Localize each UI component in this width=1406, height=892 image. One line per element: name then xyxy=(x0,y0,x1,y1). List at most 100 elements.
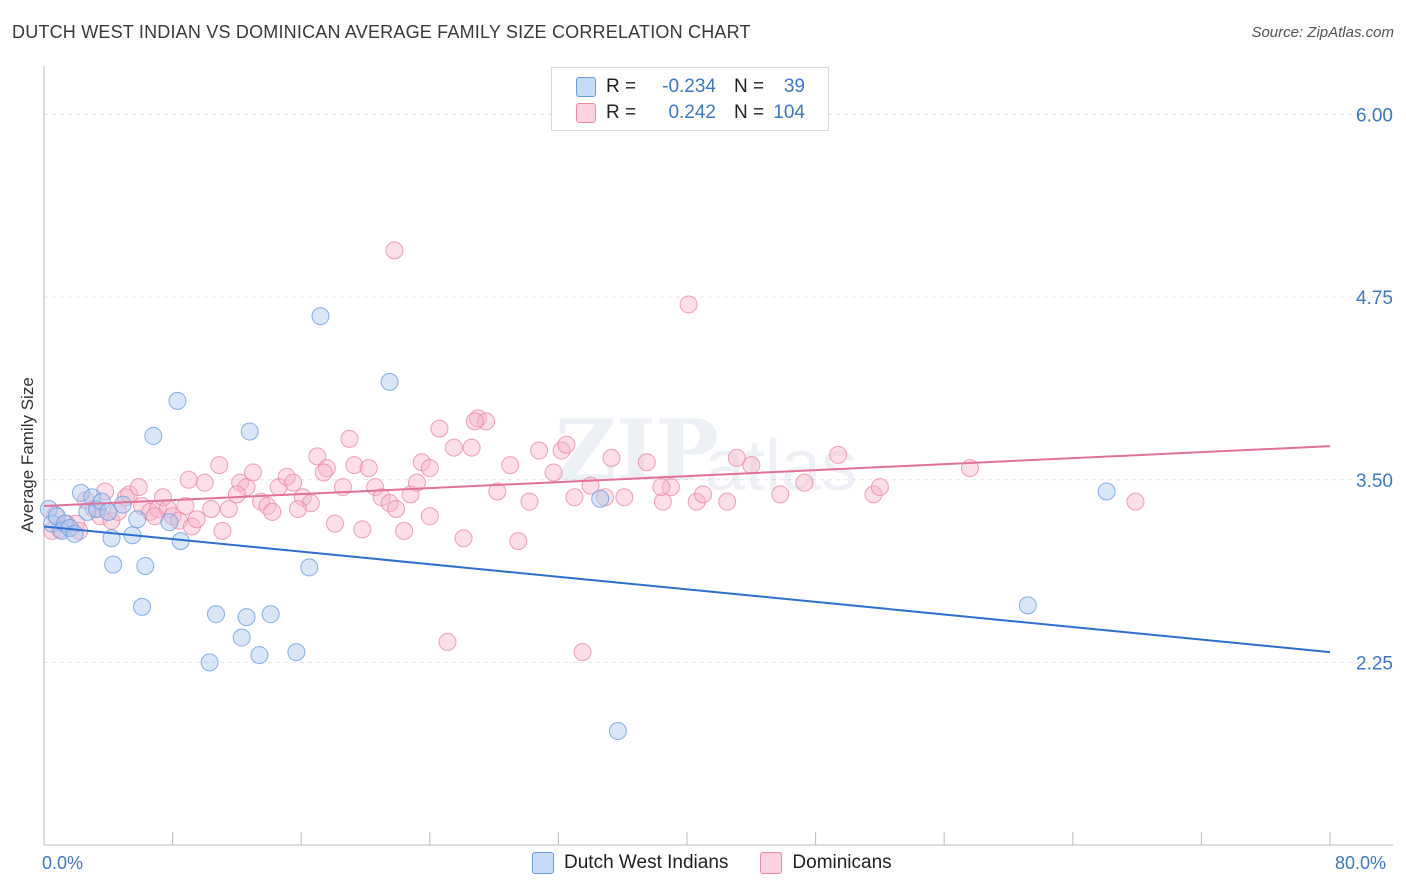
data-point xyxy=(444,438,463,457)
data-point xyxy=(83,488,102,507)
data-point xyxy=(454,529,473,548)
data-point xyxy=(591,489,610,508)
data-point xyxy=(340,429,359,448)
data-point xyxy=(195,473,214,492)
legend-swatch-blue xyxy=(576,77,596,97)
r-value: 0.242 xyxy=(668,102,716,123)
data-point xyxy=(488,482,507,501)
trend-line xyxy=(43,525,1331,654)
data-point xyxy=(308,447,327,466)
data-point xyxy=(243,463,262,482)
data-point xyxy=(615,488,634,507)
data-point xyxy=(501,456,520,475)
data-point xyxy=(287,643,306,662)
data-point xyxy=(219,499,238,518)
data-point xyxy=(168,391,187,410)
svg-text:atlas: atlas xyxy=(705,426,857,506)
y-tick-labels: 6.00 4.75 3.50 2.25 xyxy=(1356,106,1393,675)
source-label[interactable]: Source: ZipAtlas.com xyxy=(1251,24,1394,41)
data-point xyxy=(258,497,277,516)
data-point xyxy=(210,456,229,475)
n-value: 104 xyxy=(773,102,805,123)
data-point xyxy=(387,499,406,518)
data-point xyxy=(552,441,571,460)
data-point xyxy=(325,514,344,533)
data-point xyxy=(742,456,761,475)
data-point xyxy=(240,422,259,441)
data-point xyxy=(430,419,449,438)
data-point xyxy=(65,524,84,543)
data-point xyxy=(227,485,246,504)
legend-swatch-blue xyxy=(532,852,554,874)
legend-swatch-pink xyxy=(576,103,596,123)
data-point xyxy=(462,438,481,457)
data-point xyxy=(679,295,698,314)
data-point xyxy=(136,556,155,575)
data-point xyxy=(263,502,282,521)
r-label: R = xyxy=(606,102,637,123)
data-point xyxy=(71,483,90,502)
legend-row-dominicans: R = 0.242 N = 104 xyxy=(576,101,805,125)
data-point xyxy=(113,495,132,514)
data-point xyxy=(1018,596,1037,615)
gridlines xyxy=(44,114,1393,663)
data-point xyxy=(602,448,621,467)
zipatlas-watermark: ZIP atlas xyxy=(555,401,857,506)
data-point xyxy=(661,478,680,497)
data-point xyxy=(237,608,256,627)
data-point xyxy=(407,473,426,492)
data-point xyxy=(557,435,576,454)
data-point xyxy=(870,478,889,497)
data-point xyxy=(438,632,457,651)
legend-label: Dutch West Indians xyxy=(564,852,729,873)
legend-item-dominicans[interactable]: Dominicans xyxy=(760,852,892,874)
trend-line xyxy=(43,445,1331,508)
data-point xyxy=(380,372,399,391)
data-point xyxy=(520,492,539,511)
data-point xyxy=(652,478,671,497)
data-point xyxy=(207,605,226,624)
data-point xyxy=(353,520,372,539)
data-point xyxy=(771,485,790,504)
data-point xyxy=(128,510,147,529)
data-point xyxy=(637,453,656,472)
data-point xyxy=(653,492,672,511)
legend-swatch-pink xyxy=(760,852,783,874)
data-point xyxy=(829,445,848,464)
data-point xyxy=(213,521,232,540)
data-point xyxy=(544,463,563,482)
trend-lines xyxy=(43,445,1331,654)
data-point xyxy=(359,459,378,478)
data-point xyxy=(608,722,627,741)
data-point xyxy=(530,441,549,460)
data-point xyxy=(284,473,303,492)
data-point xyxy=(176,497,195,516)
data-point xyxy=(179,470,198,489)
data-point xyxy=(573,643,592,662)
data-point xyxy=(261,605,280,624)
data-point xyxy=(727,448,746,467)
data-point xyxy=(1097,482,1116,501)
data-point xyxy=(795,473,814,492)
data-point xyxy=(187,510,206,529)
data-point xyxy=(250,646,269,665)
n-label: N = xyxy=(734,102,765,123)
data-point xyxy=(420,459,439,478)
legend-item-dutch-west-indians[interactable]: Dutch West Indians xyxy=(532,852,728,874)
data-point xyxy=(288,499,307,518)
data-point xyxy=(311,307,330,326)
y-tick-label: 2.25 xyxy=(1356,653,1393,674)
r-label: R = xyxy=(606,76,637,97)
legend-label: Dominicans xyxy=(792,852,892,873)
data-point xyxy=(314,463,333,482)
series-legend: Dutch West Indians Dominicans xyxy=(532,852,924,874)
data-point xyxy=(395,521,414,540)
y-tick-label: 4.75 xyxy=(1356,288,1393,309)
data-point xyxy=(92,492,111,511)
data-point xyxy=(129,478,148,497)
axes xyxy=(43,66,1393,846)
data-point xyxy=(232,628,251,647)
data-point xyxy=(144,426,163,445)
data-point xyxy=(1126,492,1145,511)
